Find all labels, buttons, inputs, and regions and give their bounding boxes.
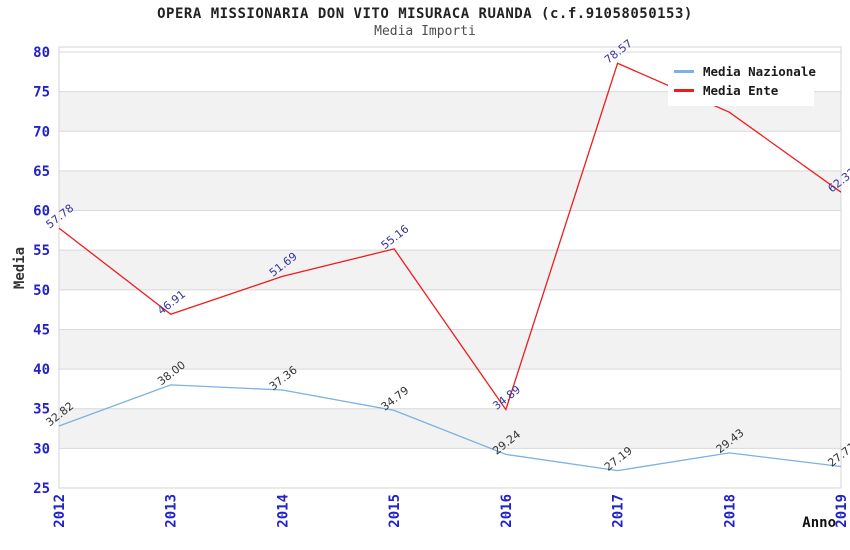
y-tick-label: 70 bbox=[33, 124, 50, 140]
legend-item-media-nazionale: Media Nazionale bbox=[674, 62, 816, 81]
plot-band bbox=[59, 250, 841, 290]
y-tick-label: 25 bbox=[33, 481, 50, 497]
legend-swatch-media-nazionale bbox=[674, 70, 694, 73]
y-tick-label: 55 bbox=[33, 243, 50, 259]
x-tick-label: 2017 bbox=[611, 494, 627, 528]
legend-label-media-ente: Media Ente bbox=[703, 83, 779, 98]
plot-band bbox=[59, 329, 841, 370]
y-tick-label: 40 bbox=[33, 362, 50, 378]
data-label: 55.16 bbox=[379, 222, 412, 252]
y-tick-label: 35 bbox=[33, 402, 50, 418]
x-tick-label: 2014 bbox=[275, 494, 291, 528]
x-tick-label: 2015 bbox=[387, 494, 403, 528]
chart-title: OPERA MISSIONARIA DON VITO MISURACA RUAN… bbox=[157, 6, 693, 22]
x-axis-title: Anno bbox=[802, 515, 836, 531]
x-tick-label: 2018 bbox=[722, 494, 738, 528]
y-tick-label: 65 bbox=[33, 164, 50, 180]
series-line-media-nazionale bbox=[58, 384, 842, 472]
data-label: 46.91 bbox=[155, 288, 188, 318]
legend-swatch-media-ente bbox=[674, 89, 694, 92]
y-tick-label: 50 bbox=[33, 283, 50, 299]
x-tick-label: 2016 bbox=[499, 494, 515, 528]
x-tick-label: 2013 bbox=[164, 494, 180, 528]
chart-subtitle: Media Importi bbox=[374, 24, 476, 39]
x-tick-label: 2019 bbox=[834, 494, 850, 528]
plot-band bbox=[59, 408, 841, 449]
y-tick-label: 30 bbox=[33, 441, 50, 457]
y-tick-label: 45 bbox=[33, 322, 50, 338]
legend-item-media-ente: Media Ente bbox=[674, 81, 808, 100]
plot-border bbox=[58, 46, 842, 489]
plot-band bbox=[59, 170, 841, 211]
y-tick-label: 60 bbox=[33, 204, 50, 220]
y-tick-label: 75 bbox=[33, 85, 50, 101]
legend: Media Nazionale Media Ente bbox=[668, 57, 816, 106]
x-tick-label: 2012 bbox=[52, 494, 68, 528]
legend-label-media-nazionale: Media Nazionale bbox=[703, 64, 816, 79]
y-axis-title: Media bbox=[12, 247, 28, 289]
y-tick-label: 80 bbox=[33, 45, 50, 61]
